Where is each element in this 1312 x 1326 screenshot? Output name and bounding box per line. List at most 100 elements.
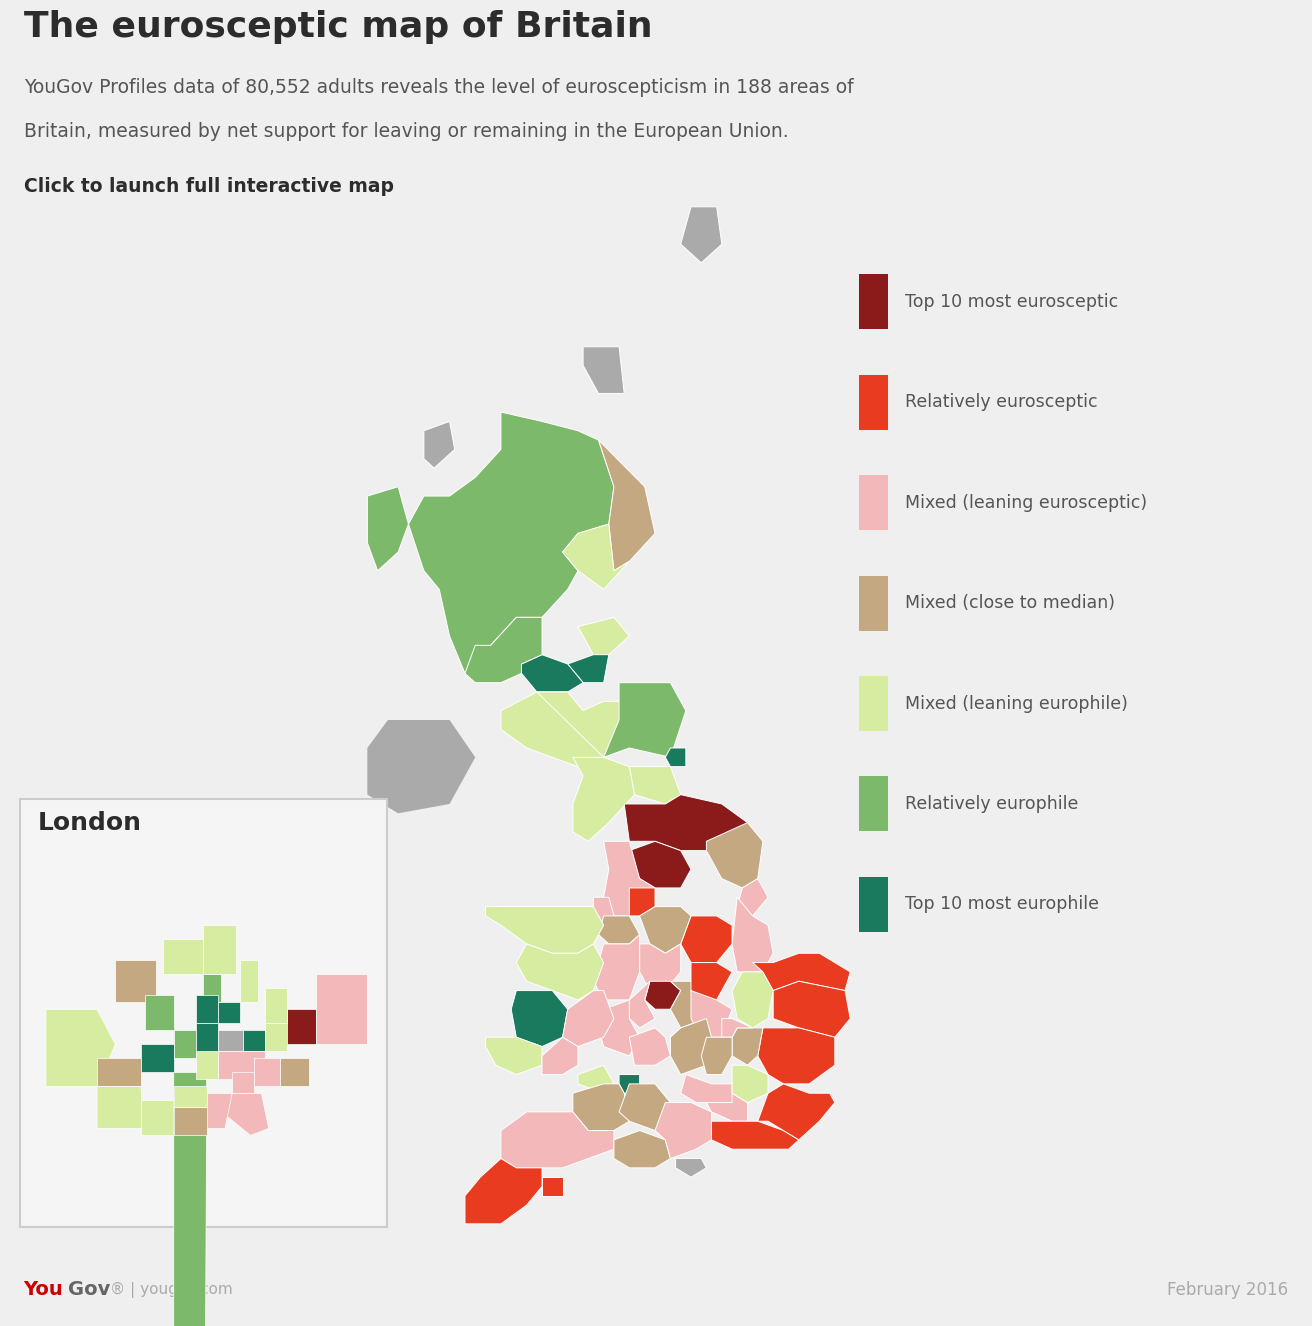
- Polygon shape: [579, 1065, 614, 1093]
- FancyBboxPatch shape: [859, 274, 888, 329]
- Polygon shape: [681, 1074, 732, 1102]
- Polygon shape: [604, 841, 655, 916]
- Text: Mixed (leaning europhile): Mixed (leaning europhile): [905, 695, 1128, 712]
- Polygon shape: [732, 898, 773, 972]
- FancyBboxPatch shape: [859, 676, 888, 731]
- Polygon shape: [485, 907, 604, 953]
- Polygon shape: [485, 1037, 542, 1074]
- Polygon shape: [573, 757, 635, 841]
- Polygon shape: [367, 720, 475, 813]
- Polygon shape: [701, 1037, 732, 1074]
- Text: London: London: [38, 812, 142, 835]
- Polygon shape: [265, 1024, 287, 1052]
- Polygon shape: [640, 944, 681, 991]
- Polygon shape: [773, 981, 850, 1037]
- Polygon shape: [691, 963, 732, 1000]
- Polygon shape: [203, 975, 222, 1002]
- Polygon shape: [203, 1002, 218, 1024]
- Text: Top 10 most eurosceptic: Top 10 most eurosceptic: [905, 293, 1119, 310]
- Polygon shape: [265, 988, 287, 1024]
- Polygon shape: [670, 1018, 711, 1074]
- Text: Mixed (leaning eurosceptic): Mixed (leaning eurosceptic): [905, 493, 1148, 512]
- Polygon shape: [619, 1083, 670, 1131]
- Polygon shape: [464, 618, 542, 683]
- Polygon shape: [614, 1131, 670, 1168]
- Polygon shape: [681, 207, 722, 263]
- Polygon shape: [115, 960, 156, 1002]
- Polygon shape: [732, 972, 773, 1028]
- Polygon shape: [203, 926, 236, 975]
- Polygon shape: [279, 1058, 308, 1086]
- Polygon shape: [644, 981, 681, 1009]
- FancyBboxPatch shape: [859, 777, 888, 831]
- Polygon shape: [232, 1073, 255, 1094]
- Polygon shape: [573, 1083, 630, 1131]
- Polygon shape: [240, 960, 257, 1002]
- Polygon shape: [501, 692, 604, 766]
- Polygon shape: [593, 898, 614, 935]
- Polygon shape: [173, 1030, 195, 1058]
- Polygon shape: [97, 1058, 140, 1086]
- Polygon shape: [630, 841, 691, 888]
- Polygon shape: [563, 991, 614, 1046]
- Polygon shape: [691, 991, 732, 1037]
- Polygon shape: [195, 996, 218, 1024]
- Text: Click to launch full interactive map: Click to launch full interactive map: [24, 176, 394, 196]
- Polygon shape: [173, 1073, 206, 1326]
- Polygon shape: [144, 996, 173, 1030]
- Polygon shape: [676, 1159, 706, 1177]
- Polygon shape: [140, 1045, 173, 1073]
- Polygon shape: [583, 347, 625, 394]
- Polygon shape: [640, 907, 691, 953]
- Polygon shape: [655, 1102, 711, 1159]
- Text: You: You: [24, 1280, 63, 1299]
- Text: Top 10 most europhile: Top 10 most europhile: [905, 895, 1099, 914]
- Polygon shape: [598, 916, 640, 944]
- Polygon shape: [706, 822, 762, 888]
- Text: YouGov Profiles data of 80,552 adults reveals the level of euroscepticism in 188: YouGov Profiles data of 80,552 adults re…: [24, 78, 853, 98]
- Polygon shape: [424, 422, 455, 468]
- FancyBboxPatch shape: [859, 876, 888, 932]
- Text: February 2016: February 2016: [1168, 1281, 1288, 1298]
- Polygon shape: [46, 1009, 115, 1086]
- Polygon shape: [218, 1030, 243, 1052]
- Polygon shape: [665, 748, 686, 766]
- Polygon shape: [517, 944, 604, 1000]
- Polygon shape: [243, 1030, 265, 1052]
- Polygon shape: [501, 1113, 614, 1168]
- Polygon shape: [206, 1094, 232, 1128]
- Polygon shape: [630, 1028, 670, 1065]
- Polygon shape: [630, 766, 681, 804]
- Polygon shape: [625, 794, 748, 850]
- Polygon shape: [542, 1037, 579, 1074]
- Polygon shape: [737, 879, 768, 916]
- Polygon shape: [316, 975, 367, 1045]
- Polygon shape: [758, 1083, 834, 1140]
- Polygon shape: [173, 1086, 206, 1107]
- Polygon shape: [408, 412, 614, 674]
- Polygon shape: [681, 916, 732, 963]
- FancyBboxPatch shape: [859, 375, 888, 430]
- Polygon shape: [619, 1074, 640, 1093]
- Polygon shape: [224, 1094, 269, 1135]
- Polygon shape: [140, 1101, 173, 1135]
- Text: Relatively europhile: Relatively europhile: [905, 794, 1078, 813]
- Polygon shape: [464, 1159, 542, 1224]
- Polygon shape: [512, 991, 568, 1046]
- Polygon shape: [97, 1086, 144, 1128]
- Text: Mixed (close to median): Mixed (close to median): [905, 594, 1115, 613]
- Polygon shape: [706, 1093, 748, 1122]
- Polygon shape: [579, 618, 630, 655]
- Polygon shape: [722, 1018, 753, 1037]
- Polygon shape: [598, 1000, 640, 1055]
- Polygon shape: [218, 1002, 240, 1024]
- Polygon shape: [218, 1052, 265, 1079]
- Polygon shape: [563, 524, 630, 589]
- Polygon shape: [758, 1028, 834, 1083]
- Polygon shape: [670, 981, 706, 1028]
- Polygon shape: [287, 1009, 316, 1045]
- Polygon shape: [568, 655, 609, 683]
- Polygon shape: [732, 1028, 762, 1065]
- Polygon shape: [195, 1024, 218, 1058]
- Polygon shape: [593, 935, 640, 1000]
